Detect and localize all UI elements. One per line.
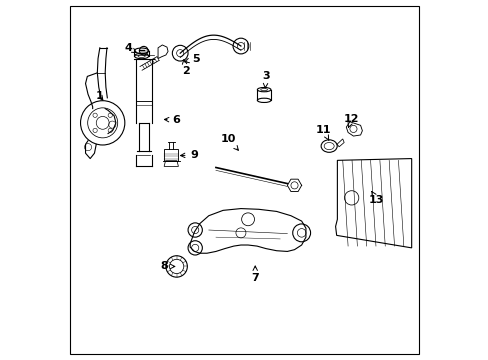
Text: 9: 9 [180, 150, 198, 160]
Text: 11: 11 [315, 125, 330, 140]
Text: 6: 6 [164, 115, 180, 125]
Text: 7: 7 [251, 266, 259, 283]
Text: 13: 13 [368, 192, 384, 204]
Text: 4: 4 [124, 43, 136, 53]
Text: 8: 8 [160, 261, 175, 271]
Bar [164, 149, 178, 161]
Text: 1: 1 [96, 91, 103, 101]
Text: 10: 10 [220, 134, 238, 150]
Text: 12: 12 [343, 114, 359, 127]
Text: 3: 3 [262, 71, 269, 88]
Text: 2: 2 [182, 60, 189, 76]
Text: 5: 5 [184, 54, 200, 64]
